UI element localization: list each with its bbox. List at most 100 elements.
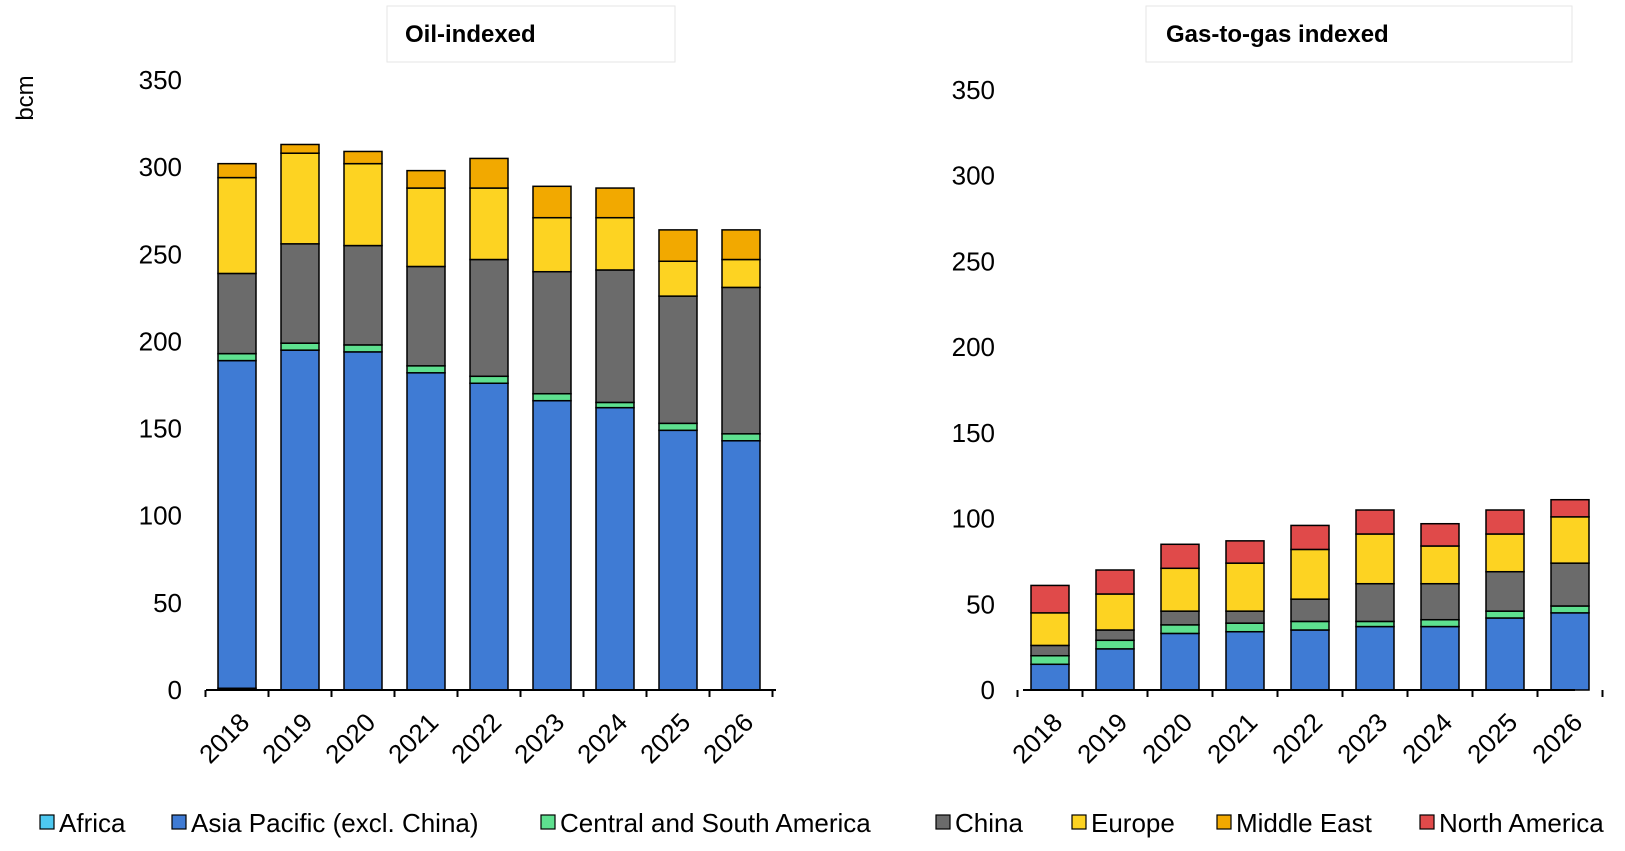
- gas-to-gas-title-box: [1145, 5, 1573, 63]
- bar-segment-china: [1160, 610, 1200, 626]
- oil-indexed-title: Oil-indexed: [405, 21, 536, 48]
- bar-segment-asia-pacific-excl-china: [1420, 625, 1460, 691]
- bar-segment-central-and-south-america: [406, 365, 446, 374]
- x-tick-label: 2019: [256, 707, 318, 769]
- bar-segment-china: [280, 243, 320, 344]
- bar-segment-china: [532, 270, 572, 395]
- bar-segment-central-and-south-america: [1420, 618, 1460, 628]
- bar-segment-middle-east: [658, 229, 698, 263]
- bar-segment-middle-east: [532, 185, 572, 219]
- legend-swatch: [1071, 814, 1087, 830]
- bar-segment-china: [1290, 598, 1330, 623]
- legend-swatch: [1419, 814, 1435, 830]
- bar-segment-north-america: [1160, 543, 1200, 570]
- legend-label: North America: [1439, 808, 1604, 838]
- bar-segment-china: [343, 244, 383, 346]
- x-tick-label: 2023: [1331, 707, 1393, 769]
- bar-segment-asia-pacific-excl-china: [1225, 630, 1265, 691]
- bar-segment-europe: [1420, 545, 1460, 585]
- oil-indexed-x-ticks: 2018 2019 2020 2021 2022 2023 2024 2025 2026: [193, 690, 774, 769]
- x-tick-label: 2020: [319, 707, 381, 769]
- bar-segment-china: [469, 258, 509, 378]
- legend-swatch: [39, 814, 55, 830]
- oil-indexed-title-box: [386, 5, 676, 63]
- y-tick-label: 100: [952, 504, 995, 534]
- x-tick-label: 2022: [1266, 707, 1328, 769]
- bar-segment-europe: [1030, 612, 1070, 647]
- gas-to-gas-y-ticks: 0 50 100 150 200 250 300 350: [952, 75, 995, 705]
- bar-segment-north-america: [1485, 509, 1525, 535]
- x-tick-label: 2019: [1071, 707, 1133, 769]
- bar-segment-china: [721, 286, 761, 435]
- bar-segment-middle-east: [595, 187, 635, 219]
- bar-segment-north-america: [1030, 584, 1070, 614]
- bar-segment-north-america: [1290, 524, 1330, 551]
- legend-label: Asia Pacific (excl. China): [191, 808, 479, 838]
- bar-segment-asia-pacific-excl-china: [343, 351, 383, 691]
- legend-label: Europe: [1091, 808, 1175, 838]
- bar-segment-asia-pacific-excl-china: [1550, 612, 1590, 691]
- oil-indexed-panel: Oil-indexed bcm 0 50 100 150 200 250 300 350 20…: [12, 5, 776, 769]
- bar-segment-china: [658, 295, 698, 425]
- x-tick-label: 2022: [445, 707, 507, 769]
- bar-segment-central-and-south-america: [532, 392, 572, 402]
- bar-segment-central-and-south-america: [469, 375, 509, 385]
- bar-segment-middle-east: [721, 229, 761, 261]
- x-tick-label: 2026: [697, 707, 759, 769]
- bar-segment-europe: [343, 162, 383, 247]
- bar-segment-central-and-south-america: [217, 352, 257, 362]
- bar-segment-europe: [1550, 516, 1590, 564]
- gas-to-gas-bars: [1030, 498, 1590, 691]
- bar-segment-europe: [532, 216, 572, 273]
- y-tick-label: 0: [168, 675, 182, 705]
- bar-segment-central-and-south-america: [280, 342, 320, 351]
- bar-segment-europe: [1355, 533, 1395, 585]
- bar-segment-asia-pacific-excl-china: [1485, 617, 1525, 691]
- legend-item: Asia Pacific (excl. China): [171, 808, 479, 838]
- bar-segment-europe: [406, 187, 446, 268]
- y-tick-label: 100: [139, 501, 182, 531]
- bar-segment-europe: [658, 260, 698, 297]
- bar-segment-central-and-south-america: [1550, 605, 1590, 614]
- legend-swatch: [1216, 814, 1232, 830]
- bar-segment-china: [1225, 610, 1265, 624]
- x-tick-label: 2025: [634, 707, 696, 769]
- bar-segment-china: [406, 265, 446, 367]
- bar-segment-europe: [217, 176, 257, 275]
- bar-segment-europe: [1225, 562, 1265, 612]
- y-tick-label: 350: [952, 75, 995, 105]
- bar-segment-asia-pacific-excl-china: [217, 359, 257, 690]
- bar-segment-europe: [721, 258, 761, 289]
- bar-segment-china: [1095, 629, 1135, 642]
- oil-indexed-y-ticks: 0 50 100 150 200 250 300 350: [139, 65, 182, 705]
- y-tick-label: 0: [981, 675, 995, 705]
- x-tick-label: 2024: [571, 707, 633, 769]
- y-tick-label: 350: [139, 65, 182, 95]
- bar-segment-china: [1030, 644, 1070, 657]
- bar-segment-europe: [469, 187, 509, 261]
- bar-segment-north-america: [1095, 569, 1135, 595]
- bar-segment-europe: [595, 216, 635, 271]
- bar-segment-china: [1420, 582, 1460, 621]
- y-tick-label: 300: [952, 161, 995, 191]
- x-tick-label: 2018: [193, 707, 255, 769]
- bar-segment-china: [1485, 570, 1525, 612]
- bar-segment-asia-pacific-excl-china: [658, 429, 698, 691]
- x-tick-label: 2021: [382, 707, 444, 769]
- legend-label: China: [955, 808, 1023, 838]
- bar-segment-central-and-south-america: [1290, 620, 1330, 631]
- bar-segment-asia-pacific-excl-china: [1290, 629, 1330, 691]
- legend-swatch: [935, 814, 951, 830]
- gas-to-gas-x-ticks: 2018 2019 2020 2021 2022 2023 2024 2025 2026: [1006, 690, 1604, 769]
- bar-segment-central-and-south-america: [721, 433, 761, 442]
- bar-segment-middle-east: [217, 162, 257, 179]
- bar-segment-asia-pacific-excl-china: [1095, 648, 1135, 691]
- gas-to-gas-panel: Gas-to-gas indexed 0 50 100 150 200 250 300 350…: [952, 5, 1604, 769]
- y-axis-unit-label: bcm: [12, 75, 39, 120]
- bar-segment-europe: [1485, 533, 1525, 573]
- y-tick-label: 50: [153, 588, 182, 618]
- legend-item: Europe: [1071, 808, 1175, 838]
- legend-label: Africa: [59, 808, 126, 838]
- bar-segment-central-and-south-america: [1030, 654, 1070, 666]
